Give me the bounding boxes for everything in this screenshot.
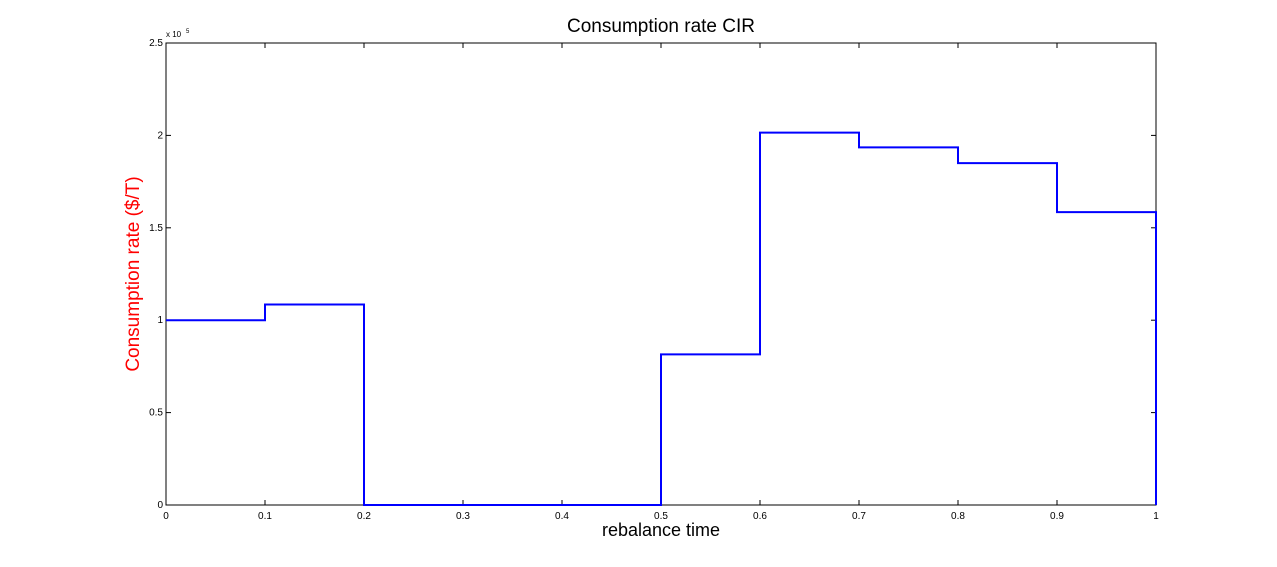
y-exponent-power: 5 (186, 29, 190, 35)
series-layer (166, 131, 1157, 506)
chart-title: Consumption rate CIR (567, 16, 755, 37)
x-tick-label: 0.3 (456, 511, 470, 522)
x-tick-label: 0.4 (555, 511, 569, 522)
x-tick-label: 0 (163, 511, 169, 522)
series-line (166, 131, 1157, 506)
x-axis-ticks: 0 0.1 0.2 0.3 0.4 0.5 0.6 0.7 0.8 0.9 1 (163, 43, 1159, 522)
x-tick-label: 0.8 (951, 511, 965, 522)
x-tick-label: 0.7 (852, 511, 866, 522)
y-axis-label: Consumption rate ($/T) (123, 176, 144, 371)
x-axis-label: rebalance time (602, 520, 720, 540)
y-tick-label: 2 (157, 130, 163, 141)
x-tick-label: 0.1 (258, 511, 272, 522)
x-tick-label: 0.9 (1050, 511, 1064, 522)
y-exponent: x 10 5 (166, 29, 190, 39)
x-tick-label: 0.6 (753, 511, 767, 522)
y-exponent-base: x 10 (166, 30, 182, 39)
y-tick-label: 1 (157, 315, 163, 326)
x-tick-label: 1 (1153, 511, 1159, 522)
x-tick-label: 0.5 (654, 511, 668, 522)
y-tick-label: 2.5 (149, 38, 163, 49)
y-tick-label: 1.5 (149, 223, 163, 234)
x-tick-label: 0.2 (357, 511, 371, 522)
y-axis-ticks: 0 0.5 1 1.5 2 2.5 (149, 38, 1156, 511)
y-tick-label: 0.5 (149, 408, 163, 419)
y-tick-label: 0 (157, 500, 163, 511)
